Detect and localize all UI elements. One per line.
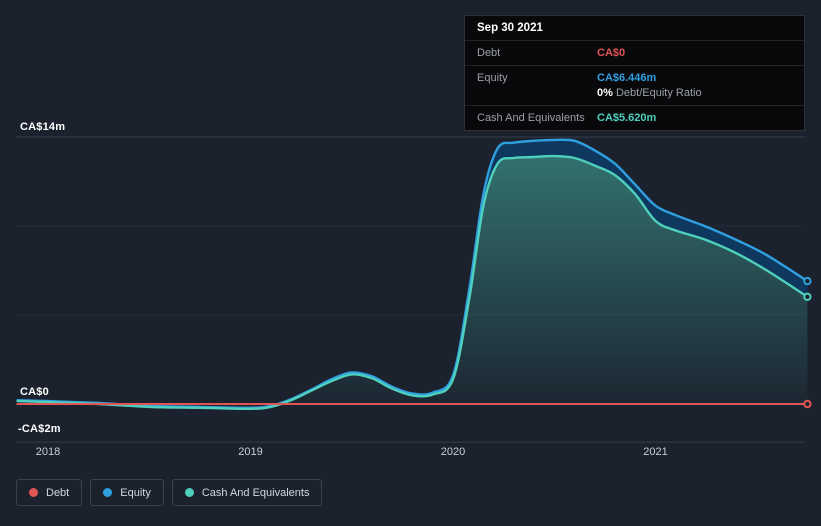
- legend-item-equity[interactable]: Equity: [90, 479, 164, 506]
- tooltip-equity-label: Equity: [477, 72, 508, 84]
- y-axis-label-0: CA$0: [20, 386, 49, 398]
- y-axis-label-neg-2m: -CA$2m: [18, 423, 61, 435]
- tooltip-cash-row: Cash And Equivalents CA$5.620m: [465, 105, 804, 130]
- cash-area: [17, 156, 808, 409]
- tooltip-debt-label: Debt: [477, 47, 501, 59]
- tooltip-equity-value: CA$6.446m: [597, 72, 657, 84]
- tooltip-debt-value: CA$0: [597, 47, 626, 59]
- legend-label-equity: Equity: [120, 486, 151, 499]
- x-axis-label-2018: 2018: [35, 446, 61, 458]
- legend: Debt Equity Cash And Equivalents: [16, 479, 323, 506]
- tooltip-debt-row: Debt CA$0: [465, 40, 804, 65]
- x-axis-label-2020: 2020: [440, 446, 466, 458]
- x-axis-label-2019: 2019: [238, 446, 263, 458]
- tooltip-debt-equity-ratio: 0% Debt/Equity Ratio: [597, 87, 702, 99]
- tooltip-equity-row: Equity CA$6.446m 0% Debt/Equity Ratio: [465, 65, 804, 105]
- equity-end-marker: [803, 276, 812, 286]
- x-axis-label-2021: 2021: [643, 446, 668, 458]
- legend-item-debt[interactable]: Debt: [16, 479, 83, 506]
- equity-series-dot-icon: [103, 488, 113, 497]
- legend-label-debt: Debt: [46, 486, 70, 499]
- debt-series-dot-icon: [29, 488, 38, 497]
- debt-end-marker: [803, 399, 812, 409]
- chart-canvas[interactable]: [16, 120, 812, 450]
- data-tooltip: Sep 30 2021 Debt CA$0 Equity CA$6.446m 0…: [464, 15, 805, 131]
- cash-line: [16, 154, 809, 411]
- ratio-value: 0%: [597, 87, 613, 99]
- ratio-label: Debt/Equity Ratio: [615, 87, 702, 99]
- tooltip-cash-value: CA$5.620m: [597, 112, 657, 124]
- legend-label-cash: Cash And Equivalents: [201, 486, 310, 499]
- tooltip-cash-label: Cash And Equivalents: [477, 112, 585, 124]
- plot-area[interactable]: [16, 120, 812, 450]
- y-axis-label-14m: CA$14m: [20, 121, 66, 133]
- cash-series-dot-icon: [184, 488, 194, 497]
- cash-end-marker: [803, 292, 812, 302]
- legend-item-cash[interactable]: Cash And Equivalents: [171, 479, 323, 506]
- tooltip-date: Sep 30 2021: [477, 22, 543, 34]
